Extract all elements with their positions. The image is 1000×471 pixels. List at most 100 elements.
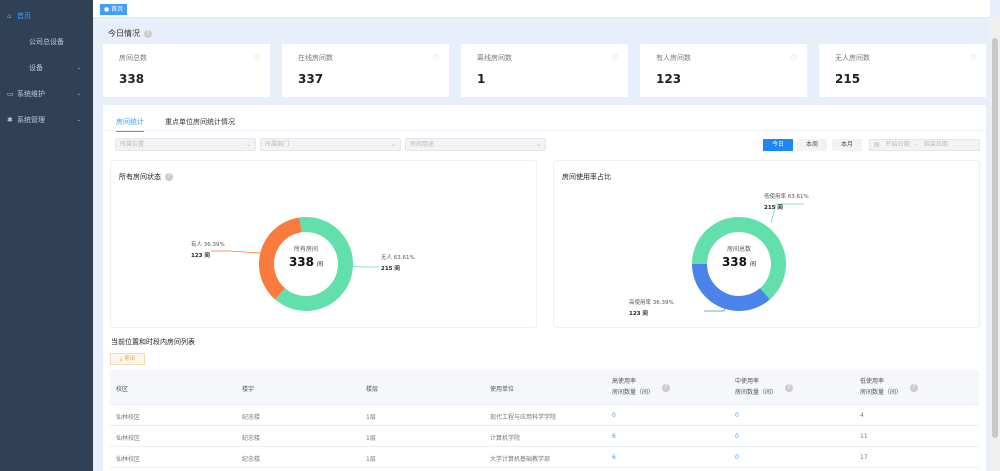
chevron-down-icon: ⌄ <box>245 141 251 148</box>
usage-rate-chart-card: 房间使用率占比 房间总数 338 间 低使用率 63.61% 215 间 高使用率 … <box>553 160 980 328</box>
stat-card: 离线房间数 ⓘ 1 <box>461 44 628 97</box>
calendar-icon: ▤ <box>874 141 880 148</box>
table-cell: 计算机学院 <box>490 435 521 442</box>
department-select[interactable]: 所属部门 ⌄ <box>260 138 401 151</box>
chart-title: 所有房间状态 <box>119 173 161 181</box>
info-icon[interactable]: ⓘ <box>611 55 618 62</box>
table-cell: 1层 <box>366 435 376 442</box>
tab-key-unit-stats[interactable]: 重点单位房间统计情况 <box>165 118 235 126</box>
table-cell[interactable]: 0 <box>735 412 739 419</box>
column-header: 中使用率 房间数量（间） <box>735 378 778 396</box>
column-header: 楼宇 <box>242 386 255 393</box>
sidebar: ⌂ 首页 公司总设备 设备 ⌄ ▭ 系统维护 ⌄ ✱ 系统管理 ⌄ <box>0 0 93 471</box>
location-select[interactable]: 所属位置 ⌄ <box>115 138 256 151</box>
stat-card: 无人房间数 ⓘ 215 <box>819 44 986 97</box>
stat-card: 有人房间数 ⓘ 123 <box>640 44 807 97</box>
label-line <box>704 300 727 312</box>
chevron-down-icon: ⌄ <box>76 65 81 71</box>
chevron-down-icon: ⌄ <box>76 117 81 123</box>
sidebar-item-company-devices[interactable]: 公司总设备 <box>29 38 64 46</box>
table-row[interactable]: 仙林校区 纪忠楼 1层 大学计算机基础教学部 6 0 17 <box>110 447 979 468</box>
table-row[interactable]: 仙林校区 纪忠楼 1层 现代工程与应用科学学院 0 0 4 <box>110 405 979 426</box>
label-empty: 无人 63.61% 215 间 <box>381 255 415 272</box>
stat-card: 在线房间数 ⓘ 337 <box>282 44 449 97</box>
room-status-chart-card: 所有房间状态? 所有房间 338 间 有人 36.39% 123 间 无人 63.6… <box>110 160 537 328</box>
scrollbar-thumb[interactable] <box>992 38 998 438</box>
table-cell: 纪忠楼 <box>242 435 261 442</box>
table-cell[interactable]: 0 <box>735 454 739 461</box>
label-low-usage: 低使用率 63.61% 215 间 <box>764 194 809 211</box>
slice-high-usage[interactable] <box>692 264 770 311</box>
usage-select[interactable]: 房间用途 ⌄ <box>405 138 546 151</box>
info-icon[interactable]: ⓘ <box>432 55 439 62</box>
tab-room-stats[interactable]: 房间统计 <box>116 117 144 132</box>
export-button[interactable]: ⤓ 导出 <box>110 353 145 365</box>
table-cell: 大学计算机基础教学部 <box>490 456 551 463</box>
table-cell: 纪忠楼 <box>242 456 261 463</box>
sidebar-item-system[interactable]: ✱ 系统管理 ⌄ <box>7 116 81 124</box>
label-high-usage: 高使用率 36.39% 123 间 <box>629 300 674 317</box>
table-cell: 1层 <box>366 414 376 421</box>
table-cell[interactable]: 6 <box>612 433 616 440</box>
room-table: 校区 楼宇 楼层 使用单位 高使用率 房间数量（间）? 中使用率 房间数量（间）? 低使用率 房间… <box>110 370 979 468</box>
column-header: 高使用率 房间数量（间） <box>612 378 655 396</box>
help-icon[interactable]: ? <box>165 173 173 181</box>
table-cell[interactable]: 11 <box>860 433 868 440</box>
download-icon: ⤓ <box>119 356 123 362</box>
tags-bar: ● 首页 <box>93 0 990 18</box>
help-icon[interactable]: ? <box>662 384 670 392</box>
info-icon[interactable]: ⓘ <box>253 55 260 62</box>
table-cell[interactable]: 17 <box>860 454 868 461</box>
table-cell[interactable]: 0 <box>735 433 739 440</box>
help-icon[interactable]: ? <box>785 384 793 392</box>
table-cell[interactable]: 6 <box>612 454 616 461</box>
table-cell: 纪忠楼 <box>242 414 261 421</box>
label-line <box>211 250 262 254</box>
info-icon[interactable]: ⓘ <box>969 55 976 62</box>
table-title: 当前位置和时段内房间列表 <box>111 338 195 346</box>
sidebar-item-devices[interactable]: 设备 ⌄ <box>29 64 81 72</box>
help-icon[interactable]: ? <box>144 29 152 38</box>
table-cell[interactable]: 4 <box>860 412 864 419</box>
table-header: 校区 楼宇 楼层 使用单位 高使用率 房间数量（间）? 中使用率 房间数量（间）? 低使用率 房间… <box>110 370 979 405</box>
help-icon[interactable]: ? <box>910 384 918 392</box>
today-button[interactable]: 今日 <box>763 139 793 151</box>
usage-rate-donut <box>692 203 804 312</box>
chevron-down-icon: ⌄ <box>390 141 396 148</box>
sidebar-item-home[interactable]: ⌂ 首页 <box>7 12 31 20</box>
sidebar-item-maintenance[interactable]: ▭ 系统维护 ⌄ <box>7 90 81 98</box>
table-cell[interactable]: 0 <box>612 412 616 419</box>
info-icon[interactable]: ⓘ <box>790 55 797 62</box>
chart-title: 房间使用率占比 <box>562 173 611 181</box>
stats-panel: 房间统计 重点单位房间统计情况 所属位置 ⌄ 所属部门 ⌄ 房间用途 ⌄ 今日 本周 … <box>103 105 986 471</box>
monitor-icon: ▭ <box>7 90 14 98</box>
table-row[interactable]: 仙林校区 纪忠楼 1层 计算机学院 6 0 11 <box>110 426 979 447</box>
table-cell: 仙林校区 <box>116 435 141 442</box>
column-header: 低使用率 房间数量（间） <box>860 378 903 396</box>
scrollbar[interactable] <box>990 18 1000 471</box>
table-cell: 仙林校区 <box>116 414 141 421</box>
table-cell: 仙林校区 <box>116 456 141 463</box>
today-heading: 今日情况? <box>108 28 152 39</box>
week-button[interactable]: 本周 <box>797 139 827 151</box>
home-icon: ⌂ <box>7 12 12 20</box>
column-header: 使用单位 <box>490 386 515 393</box>
stat-card: 房间总数 ⓘ 338 <box>103 44 270 97</box>
table-cell: 现代工程与应用科学学院 <box>490 414 557 421</box>
label-line <box>340 265 379 268</box>
table-cell: 1层 <box>366 456 376 463</box>
column-header: 楼层 <box>366 386 379 393</box>
gear-icon: ✱ <box>7 116 13 124</box>
room-status-donut <box>211 217 379 311</box>
slice-occupied[interactable] <box>259 217 302 300</box>
column-header: 校区 <box>116 386 129 393</box>
slice-low-usage[interactable] <box>692 217 786 300</box>
month-button[interactable]: 本月 <box>832 139 862 151</box>
label-line <box>770 203 804 224</box>
date-range-picker[interactable]: ▤ 开始日期 - 结束日期 <box>869 139 980 151</box>
chevron-down-icon: ⌄ <box>76 91 81 97</box>
label-occupied: 有人 36.39% 123 间 <box>191 242 225 259</box>
tag-home[interactable]: ● 首页 <box>100 4 128 15</box>
slice-empty[interactable] <box>275 217 353 311</box>
chevron-down-icon: ⌄ <box>535 141 541 148</box>
